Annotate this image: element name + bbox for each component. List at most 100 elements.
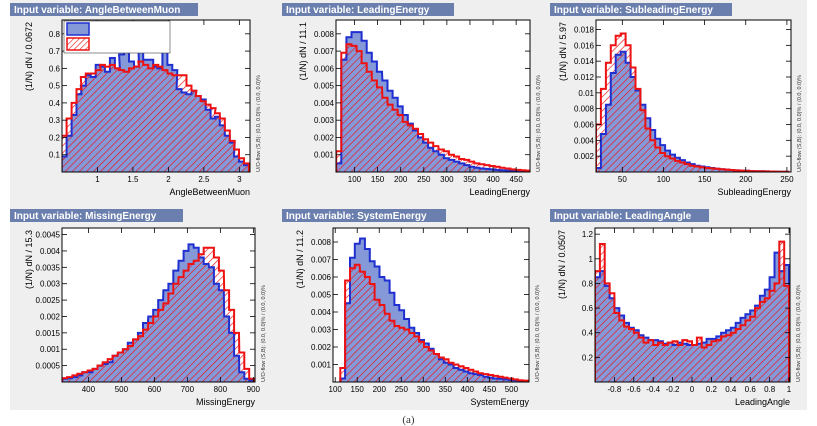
histogram-layer (595, 240, 790, 382)
y-tick-label: 0.004 (574, 136, 595, 145)
y-tick-label: 0.4 (582, 329, 594, 338)
signal-histogram-outline (336, 31, 530, 172)
histogram-shapes (336, 31, 530, 172)
overflow-annotation: U/O-flow (S,B): (0.0, 0.0)% / (0.0, 0.0)… (261, 285, 267, 382)
y-tick-label: 0.003 (314, 116, 335, 125)
histogram-layer (596, 32, 790, 172)
y-tick-label: 0.002 (314, 133, 335, 142)
y-tick-label: 0.005 (314, 82, 335, 91)
x-tick-label: 1 (95, 175, 100, 184)
x-tick-label: 0 (690, 385, 695, 394)
panel-title: Input variable: MissingEnergy (14, 211, 157, 222)
legend (63, 20, 171, 54)
background-histogram-outline (596, 32, 790, 172)
x-tick-label: 800 (214, 385, 228, 394)
x-tick-label: 100 (329, 385, 343, 394)
x-tick-label: 200 (739, 175, 753, 184)
y-tick-label: 0.003 (40, 280, 61, 289)
plot-frame (61, 227, 256, 383)
figure-caption: (a) (402, 414, 415, 426)
x-tick-label: 350 (463, 175, 477, 184)
y-tick-label: 1.2 (582, 230, 594, 239)
x-tick-label: 150 (351, 385, 365, 394)
y-axis-label: (1/N) dN / 15.3 (24, 230, 34, 289)
y-tick-label: 0.016 (574, 41, 595, 50)
histogram-panel: Input variable: SubleadingEnergy 0.002 0.0… (550, 3, 803, 197)
y-tick-label: 0.006 (311, 273, 332, 282)
y-tick-label: 0.002 (574, 152, 595, 161)
x-tick-label: 250 (417, 175, 431, 184)
y-tick-label: 0.012 (574, 73, 595, 82)
x-tick-label: 300 (440, 175, 454, 184)
y-tick-label: 0.004 (40, 247, 61, 256)
x-tick-label: 350 (439, 385, 453, 394)
background-histogram-outline (62, 60, 250, 172)
histogram-layer (62, 41, 250, 172)
y-tick-label: 0.008 (314, 30, 335, 39)
x-tick-label: 1.5 (127, 175, 139, 184)
y-tick-label: 0.8 (582, 279, 594, 288)
x-axis-label: LeadingEnergy (469, 187, 530, 197)
x-tick-label: 50 (618, 175, 627, 184)
x-tick-label: 300 (417, 385, 431, 394)
overflow-annotation: U/O-flow (S,B): (0.0, 0.0)% / (0.0, 0.0)… (256, 75, 262, 172)
y-tick-label: 0.008 (574, 105, 595, 114)
overflow-annotation: U/O-flow (S,B): (0.0, 0.0)% / (0.0, 0.0)… (535, 285, 541, 382)
panel-title-box (550, 3, 732, 16)
y-axis-label: (1/N) dN / 0.0507 (557, 230, 567, 299)
background-histogram-hatch (596, 33, 789, 172)
y-tick-label: 0.3 (49, 116, 61, 125)
x-tick-label: -0.8 (608, 385, 622, 394)
y-tick-label: 0.005 (311, 291, 332, 300)
histogram-shapes (339, 237, 529, 382)
panel-title-box (282, 3, 454, 16)
y-tick-label: 0.6 (582, 304, 594, 313)
background-histogram-outline (336, 43, 530, 172)
x-tick-label: 0.8 (764, 385, 776, 394)
x-tick-label: 450 (509, 175, 523, 184)
overflow-annotation: U/O-flow (S,B): (0.0, 0.0)% / (0.0, 0.0)… (796, 285, 802, 382)
y-tick-label: 0.006 (314, 64, 335, 73)
panel-title-box (282, 209, 446, 222)
x-tick-label: 2 (166, 175, 171, 184)
background-histogram-outline (595, 240, 790, 382)
background-histogram-hatch (336, 44, 530, 172)
y-tick-label: 0.0025 (36, 296, 61, 305)
y-tick-label: 0.006 (574, 121, 595, 130)
x-tick-label: 450 (483, 385, 497, 394)
panel-title: Input variable: SubleadingEnergy (554, 5, 713, 16)
y-axis-label: (1/N) dN / 5.97 (558, 22, 568, 81)
x-tick-label: -0.4 (646, 385, 660, 394)
x-tick-label: 0.4 (725, 385, 737, 394)
y-axis-label: (1/N) dN / 0.0672 (24, 22, 34, 91)
panel-title-box (10, 209, 183, 222)
background-histogram-hatch (340, 264, 528, 382)
plot-frame (332, 227, 530, 383)
y-tick-label: 0.01 (578, 89, 594, 98)
legend-signal-swatch (66, 22, 90, 36)
y-tick-label: 0.0035 (36, 263, 61, 272)
x-tick-label: -0.2 (666, 385, 680, 394)
legend-background-swatch (66, 37, 90, 51)
x-tick-label: 0.6 (745, 385, 757, 394)
y-tick-label: 0.7 (49, 47, 61, 56)
y-tick-label: 0.8 (49, 30, 61, 39)
x-axis-label: SystemEnergy (470, 397, 529, 407)
y-tick-label: 0.4 (49, 99, 61, 108)
x-tick-label: 700 (181, 385, 195, 394)
y-tick-label: 0.2 (49, 133, 61, 142)
plot-frame (61, 19, 251, 173)
panel-title: Input variable: SystemEnergy (286, 211, 427, 222)
plot-frame (594, 227, 791, 383)
y-tick-label: 0.002 (40, 312, 61, 321)
histogram-shapes (62, 243, 255, 382)
histogram-layer (62, 243, 255, 382)
y-tick-label: 0.007 (314, 47, 335, 56)
x-tick-label: 100 (348, 175, 362, 184)
x-tick-label: 200 (394, 175, 408, 184)
x-tick-label: 2.5 (198, 175, 210, 184)
background-histogram-hatch (595, 241, 789, 382)
panel-title-box (10, 3, 198, 16)
y-tick-label: 0.0005 (36, 362, 61, 371)
y-tick-label: 0.003 (311, 326, 332, 335)
